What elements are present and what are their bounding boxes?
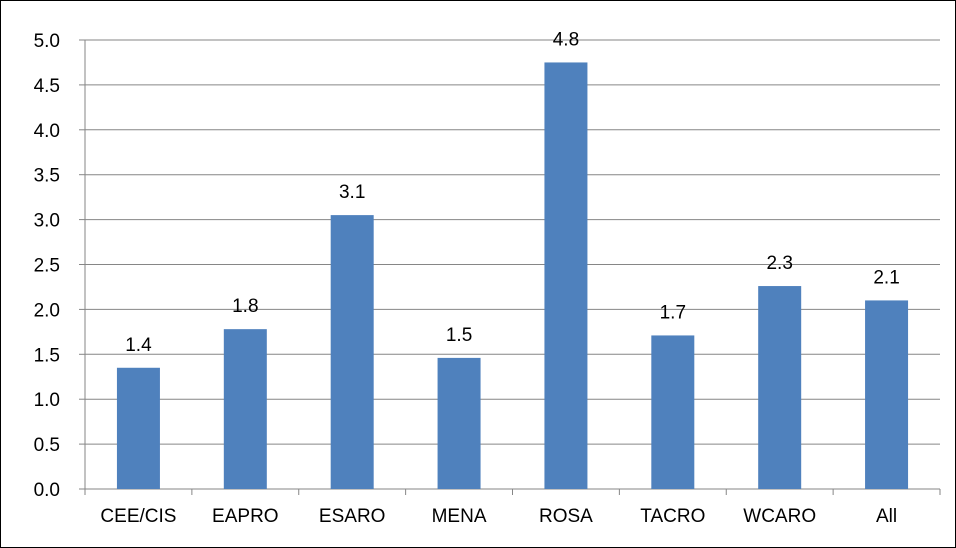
gridlines	[85, 39, 940, 490]
bar-rosa	[544, 62, 588, 489]
data-label: 1.7	[660, 302, 686, 323]
x-tick-label: ROSA	[539, 506, 593, 527]
y-tick-label: 3.5	[34, 166, 60, 187]
bar-eapro	[223, 329, 267, 489]
bar-tacro	[651, 335, 695, 489]
y-tick-label: 4.0	[34, 121, 60, 142]
y-tick-label: 1.5	[34, 345, 60, 366]
data-label: 4.8	[553, 29, 579, 50]
y-tick-label: 1.0	[34, 390, 60, 411]
data-label: 2.1	[873, 267, 899, 288]
bar-esaro	[330, 215, 374, 490]
bars	[116, 62, 909, 490]
data-label: 1.5	[446, 325, 472, 346]
data-label: 2.3	[766, 253, 792, 274]
data-label: 1.4	[125, 335, 152, 356]
x-tick-label: EAPRO	[212, 506, 279, 527]
bar-cee-cis	[116, 367, 160, 489]
y-tick-label: 5.0	[34, 31, 60, 52]
x-axis: CEE/CIS EAPRO ESARO MENA ROSA TACRO WCARO All	[84, 489, 941, 527]
x-tick-label: TACRO	[640, 506, 705, 527]
y-tick-label: 2.5	[34, 256, 60, 277]
bar-mena	[437, 357, 481, 489]
data-labels: 1.4 1.8 3.1 1.5 4.8 1.7 2.3 2.1	[125, 29, 900, 355]
bar-all	[865, 300, 909, 489]
y-tick-label: 0.0	[34, 480, 60, 501]
x-tick-label: WCARO	[743, 506, 816, 527]
x-tick-label: MENA	[432, 506, 487, 527]
x-tick-label: ESARO	[319, 506, 386, 527]
bar-wcaro	[758, 286, 802, 489]
data-label: 1.8	[232, 296, 258, 317]
x-tick-label: All	[876, 506, 897, 527]
y-tick-label: 4.5	[34, 76, 60, 97]
y-tick-label: 2.0	[34, 300, 60, 321]
data-label: 3.1	[339, 182, 365, 203]
y-tick-label: 0.5	[34, 435, 60, 456]
y-tick-label: 3.0	[34, 211, 60, 232]
x-tick-label: CEE/CIS	[100, 506, 176, 527]
y-axis: 0.0 0.5 1.0 1.5 2.0 2.5 3.0 3.5 4.0 4.5 5.0	[34, 31, 86, 501]
